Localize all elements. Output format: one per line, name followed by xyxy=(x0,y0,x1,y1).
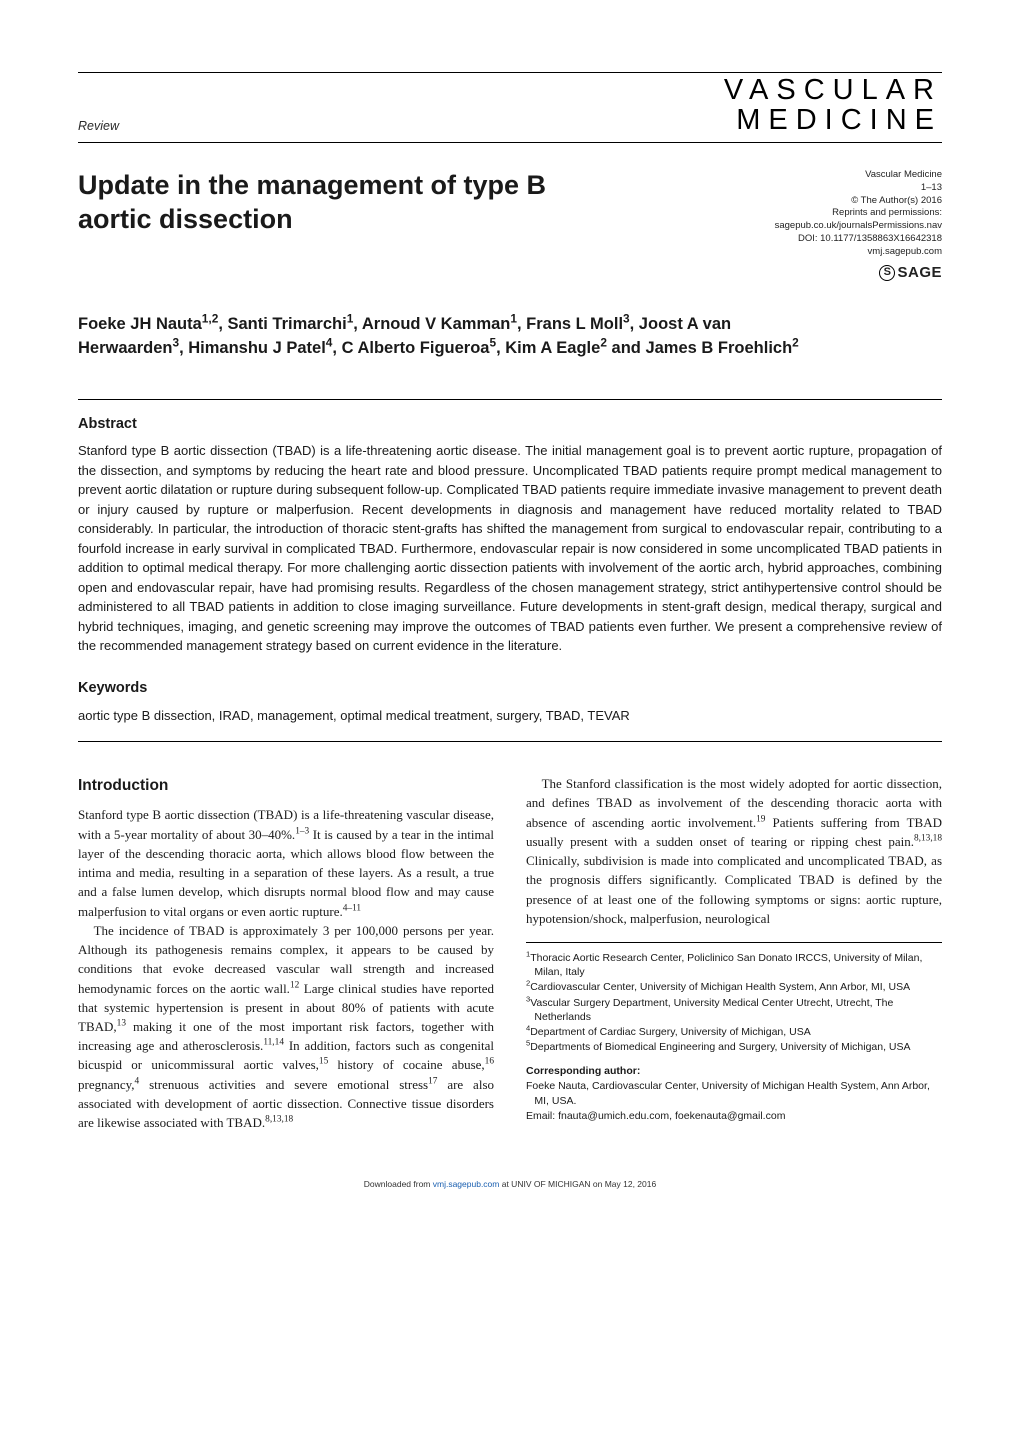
section-label: Review xyxy=(78,117,119,136)
abstract-text: Stanford type B aortic dissection (TBAD)… xyxy=(78,441,942,656)
download-footer: Downloaded from vmj.sagepub.com at UNIV … xyxy=(78,1178,942,1191)
intro-heading: Introduction xyxy=(78,774,494,797)
meta-reprints-url: sagepub.co.uk/journalsPermissions.nav xyxy=(775,220,942,233)
abstract-heading: Abstract xyxy=(78,414,942,436)
journal-logo-line2: MEDICINE xyxy=(724,105,942,135)
affiliation-item: 4Department of Cardiac Surgery, Universi… xyxy=(526,1025,942,1039)
footer-suffix: at UNIV OF MICHIGAN on May 12, 2016 xyxy=(499,1179,656,1189)
affiliation-item: 1Thoracic Aortic Research Center, Policl… xyxy=(526,951,942,979)
corresponding-body: Foeke Nauta, Cardiovascular Center, Univ… xyxy=(526,1079,942,1107)
abstract-box: Abstract Stanford type B aortic dissecti… xyxy=(78,399,942,743)
affiliation-item: 3Vascular Surgery Department, University… xyxy=(526,996,942,1024)
top-rule xyxy=(78,72,942,73)
corresponding-heading: Corresponding author: xyxy=(526,1064,942,1078)
meta-reprints: Reprints and permissions: xyxy=(775,207,942,220)
author-list: Foeke JH Nauta1,2, Santi Trimarchi1, Arn… xyxy=(78,313,838,361)
sage-s-icon: S xyxy=(879,265,895,281)
column-right: The Stanford classification is the most … xyxy=(526,774,942,1132)
meta-pages: 1–13 xyxy=(775,182,942,195)
affiliations-block: 1Thoracic Aortic Research Center, Policl… xyxy=(526,942,942,1123)
publisher-logo: SSAGE xyxy=(879,263,942,283)
title-row: Update in the management of type B aorti… xyxy=(78,169,942,283)
keywords-text: aortic type B dissection, IRAD, manageme… xyxy=(78,706,942,726)
intro-paragraph: The incidence of TBAD is approximately 3… xyxy=(78,921,494,1133)
keywords-heading: Keywords xyxy=(78,678,942,700)
header-row: Review VASCULAR MEDICINE xyxy=(78,75,942,143)
meta-copyright: © The Author(s) 2016 xyxy=(775,195,942,208)
affiliation-item: 2Cardiovascular Center, University of Mi… xyxy=(526,980,942,994)
column-left: Introduction Stanford type B aortic diss… xyxy=(78,774,494,1132)
publisher-logo-text: SAGE xyxy=(897,263,942,283)
article-title: Update in the management of type B aorti… xyxy=(78,169,598,237)
footer-prefix: Downloaded from xyxy=(364,1179,433,1189)
meta-block: Vascular Medicine 1–13 © The Author(s) 2… xyxy=(775,169,942,283)
body-paragraph: The Stanford classification is the most … xyxy=(526,774,942,928)
meta-doi: DOI: 10.1177/1358863X16642318 xyxy=(775,233,942,246)
affiliation-item: 5Departments of Biomedical Engineering a… xyxy=(526,1040,942,1054)
meta-site: vmj.sagepub.com xyxy=(775,246,942,259)
corresponding-email: Email: fnauta@umich.edu.com, foekenauta@… xyxy=(526,1109,942,1123)
two-column-body: Introduction Stanford type B aortic diss… xyxy=(78,774,942,1132)
intro-paragraph: Stanford type B aortic dissection (TBAD)… xyxy=(78,805,494,920)
journal-logo-line1: VASCULAR xyxy=(724,75,942,105)
journal-logo: VASCULAR MEDICINE xyxy=(724,75,942,136)
meta-journal: Vascular Medicine xyxy=(775,169,942,182)
footer-link[interactable]: vmj.sagepub.com xyxy=(433,1179,500,1189)
